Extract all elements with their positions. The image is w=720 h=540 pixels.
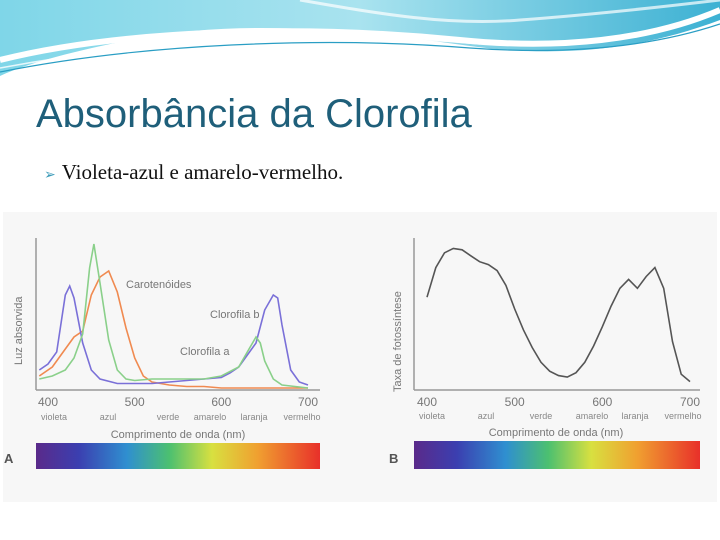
panel-b-x-tick-label: 500 — [505, 395, 525, 409]
panel-a-x-tick-label: 400 — [38, 395, 58, 409]
panel-a-color-name-laranja: laranja — [240, 412, 267, 422]
panel-a-xlabel: Comprimento de onda (nm) — [111, 429, 246, 441]
panel-b-ylabel: Taxa de fotossíntese — [392, 291, 404, 392]
panel-a-x-tick-label: 700 — [298, 395, 318, 409]
panel-b-color-name-verde: verde — [530, 411, 553, 421]
panel-a-x-ticks: 400 500 600 700 — [38, 395, 318, 409]
slide-title: Absorbância da Clorofila — [36, 92, 472, 136]
panel-b-color-name-azul: azul — [478, 411, 495, 421]
panel-a-color-name-azul: azul — [100, 412, 117, 422]
panel-a-x-tick-label: 600 — [211, 395, 231, 409]
panel-a-color-names: violeta azul verde amarelo laranja vermelho — [41, 412, 321, 422]
panel-a-series-clorofila-a — [38, 283, 309, 386]
panel-a-label: A — [4, 451, 14, 466]
panel-b-label: B — [389, 451, 398, 466]
panel-b-x-ticks: 400 500 600 700 — [417, 395, 700, 409]
panel-b-x-tick-label: 400 — [417, 395, 437, 409]
panel-b-color-name-laranja: laranja — [621, 411, 648, 421]
header-wave-banner — [0, 0, 720, 76]
absorption-figure: Luz absorvida Carotenóides Clorofila a Clo… — [0, 210, 720, 510]
panel-a-series-label-carotenoides: Carotenóides — [126, 279, 192, 291]
panel-a-color-name-verde: verde — [157, 412, 180, 422]
panel-b-color-name-violeta: violeta — [419, 411, 445, 421]
panel-b: Taxa de fotossíntese 400 500 600 700 violet… — [389, 238, 702, 469]
panel-b-color-name-vermelho: vermelho — [664, 411, 701, 421]
panel-a-ylabel: Luz absorvida — [13, 296, 25, 365]
panel-a-spectrum-bar — [36, 443, 320, 469]
bullet-text: Violeta-azul e amarelo-vermelho. — [61, 160, 344, 184]
bullet-arrow-icon: ➢ — [44, 167, 56, 183]
panel-a-series-clorofila-b — [39, 243, 309, 389]
panel-a-series-label-clorofila-b: Clorofila b — [210, 309, 260, 321]
panel-a-series-label-clorofila-a: Clorofila a — [180, 346, 230, 358]
panel-a-color-name-amarelo: amarelo — [194, 412, 227, 422]
panel-a-plot-area: Carotenóides Clorofila a Clorofila b — [38, 243, 309, 389]
panel-b-x-tick-label: 600 — [592, 395, 612, 409]
bullet-item: ➢ Violeta-azul e amarelo-vermelho. — [44, 160, 343, 185]
panel-b-series-photosynthesis-rate — [426, 247, 691, 383]
panel-a-series-carotenoides — [38, 269, 308, 389]
panel-a: Luz absorvida Carotenóides Clorofila a Clo… — [4, 238, 321, 469]
panel-a-color-name-violeta: violeta — [41, 412, 67, 422]
panel-b-color-names: violeta azul verde amarelo laranja vermelho — [419, 411, 702, 421]
panel-b-color-name-amarelo: amarelo — [576, 411, 609, 421]
panel-b-xlabel: Comprimento de onda (nm) — [489, 427, 624, 439]
panel-b-spectrum-bar — [414, 441, 700, 469]
panel-b-plot-area — [426, 247, 691, 383]
panel-a-color-name-vermelho: vermelho — [283, 412, 320, 422]
figure-canvas: Luz absorvida Carotenóides Clorofila a Clo… — [3, 212, 717, 502]
panel-b-x-tick-label: 700 — [680, 395, 700, 409]
panel-a-x-tick-label: 500 — [125, 395, 145, 409]
